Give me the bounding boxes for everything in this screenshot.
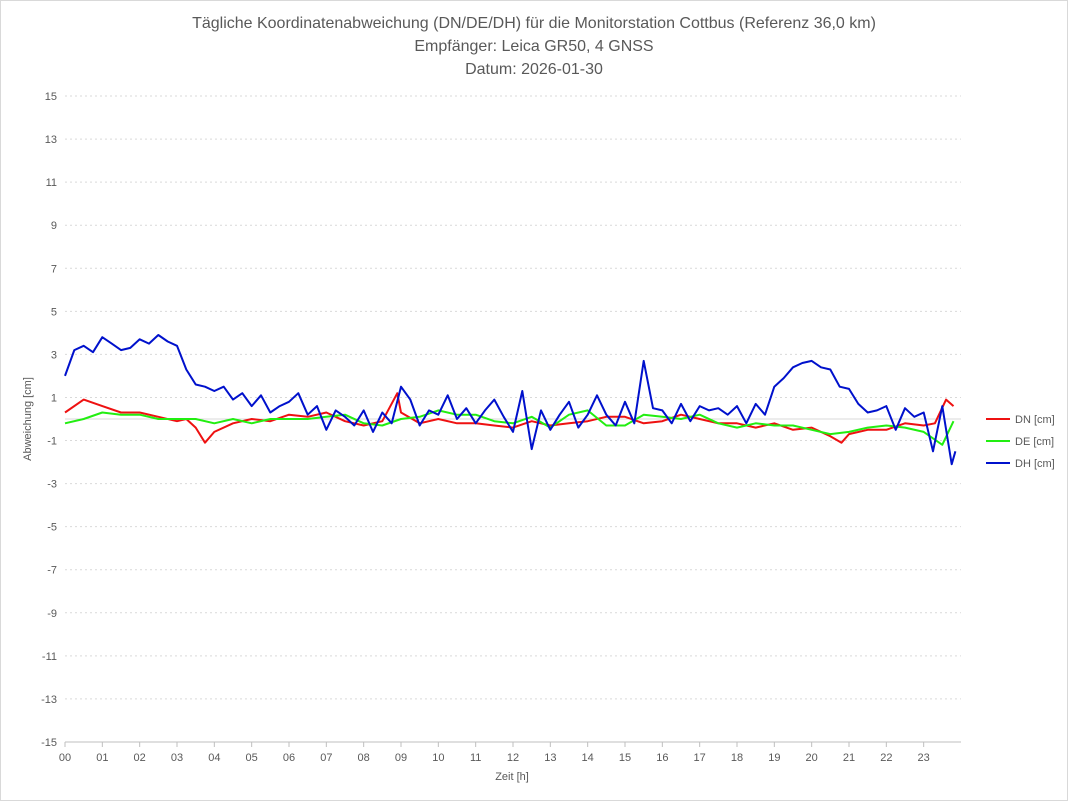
y-tick-label: 5 [51,306,57,318]
x-tick-label: 10 [432,752,444,764]
y-tick-label: 7 [51,263,57,275]
x-tick-label: 21 [843,752,855,764]
y-tick-label: 1 [51,392,57,404]
title-line-2: Empfänger: Leica GR50, 4 GNSS [414,38,653,55]
x-tick-label: 08 [358,752,370,764]
legend-label: DN [cm] [1015,414,1055,426]
series-line-dn [64,392,955,444]
y-tick-label: -1 [47,436,57,448]
legend-item-dh[interactable]: DH [cm] [986,458,1055,470]
y-tick-label: -15 [41,737,57,749]
x-axis-ticks: 00 01 02 03 04 05 06 07 08 09 10 11 12 13 14 15 16 17 18 19… [59,741,961,764]
legend-item-dn[interactable]: DN [cm] [986,414,1055,426]
x-tick-label: 01 [96,752,108,764]
x-tick-label: 06 [283,752,295,764]
y-tick-label: -11 [42,651,57,663]
x-tick-label: 05 [246,752,258,764]
legend[interactable]: DN [cm] DE [cm] DH [cm] [986,414,1055,470]
y-tick-label: -9 [47,608,57,620]
plot-area [64,334,957,466]
chart-title: Tägliche Koordinatenabweichung (DN/DE/DH… [192,15,876,78]
x-tick-label: 00 [59,752,71,764]
x-tick-label: 13 [544,752,556,764]
y-tick-label: -13 [41,694,57,706]
x-axis-label: Zeit [h] [495,771,529,783]
y-tick-label: -3 [47,479,57,491]
x-tick-label: 04 [208,752,220,764]
x-tick-label: 07 [320,752,332,764]
y-tick-label: 3 [51,349,57,361]
x-tick-label: 03 [171,752,183,764]
x-tick-label: 15 [619,752,631,764]
y-tick-label: -5 [47,522,57,534]
series-line-dh [64,334,957,466]
series-line-de [64,409,955,446]
x-tick-label: 09 [395,752,407,764]
y-axis-ticks: 15 13 11 9 7 5 3 1 -1 -3 -5 -7 -9 -11 -13 -15 [41,91,57,749]
x-tick-label: 16 [656,752,668,764]
x-tick-label: 23 [918,752,930,764]
x-tick-label: 12 [507,752,519,764]
y-tick-label: 9 [51,220,57,232]
x-tick-label: 22 [880,752,892,764]
x-tick-label: 19 [768,752,780,764]
legend-item-de[interactable]: DE [cm] [986,436,1054,448]
y-tick-label: -7 [47,565,57,577]
x-tick-label: 14 [582,752,594,764]
y-tick-label: 11 [46,177,57,189]
x-tick-label: 02 [134,752,146,764]
title-line-1: Tägliche Koordinatenabweichung (DN/DE/DH… [192,15,876,32]
x-tick-label: 18 [731,752,743,764]
x-tick-label: 11 [470,752,481,764]
y-tick-label: 13 [45,134,57,146]
legend-label: DH [cm] [1015,458,1055,470]
legend-label: DE [cm] [1015,436,1054,448]
y-axis-label: Abweichung [cm] [22,377,34,461]
x-tick-label: 20 [806,752,818,764]
x-tick-label: 17 [694,752,706,764]
title-line-3: Datum: 2026-01-30 [465,61,603,78]
y-tick-label: 15 [45,91,57,103]
